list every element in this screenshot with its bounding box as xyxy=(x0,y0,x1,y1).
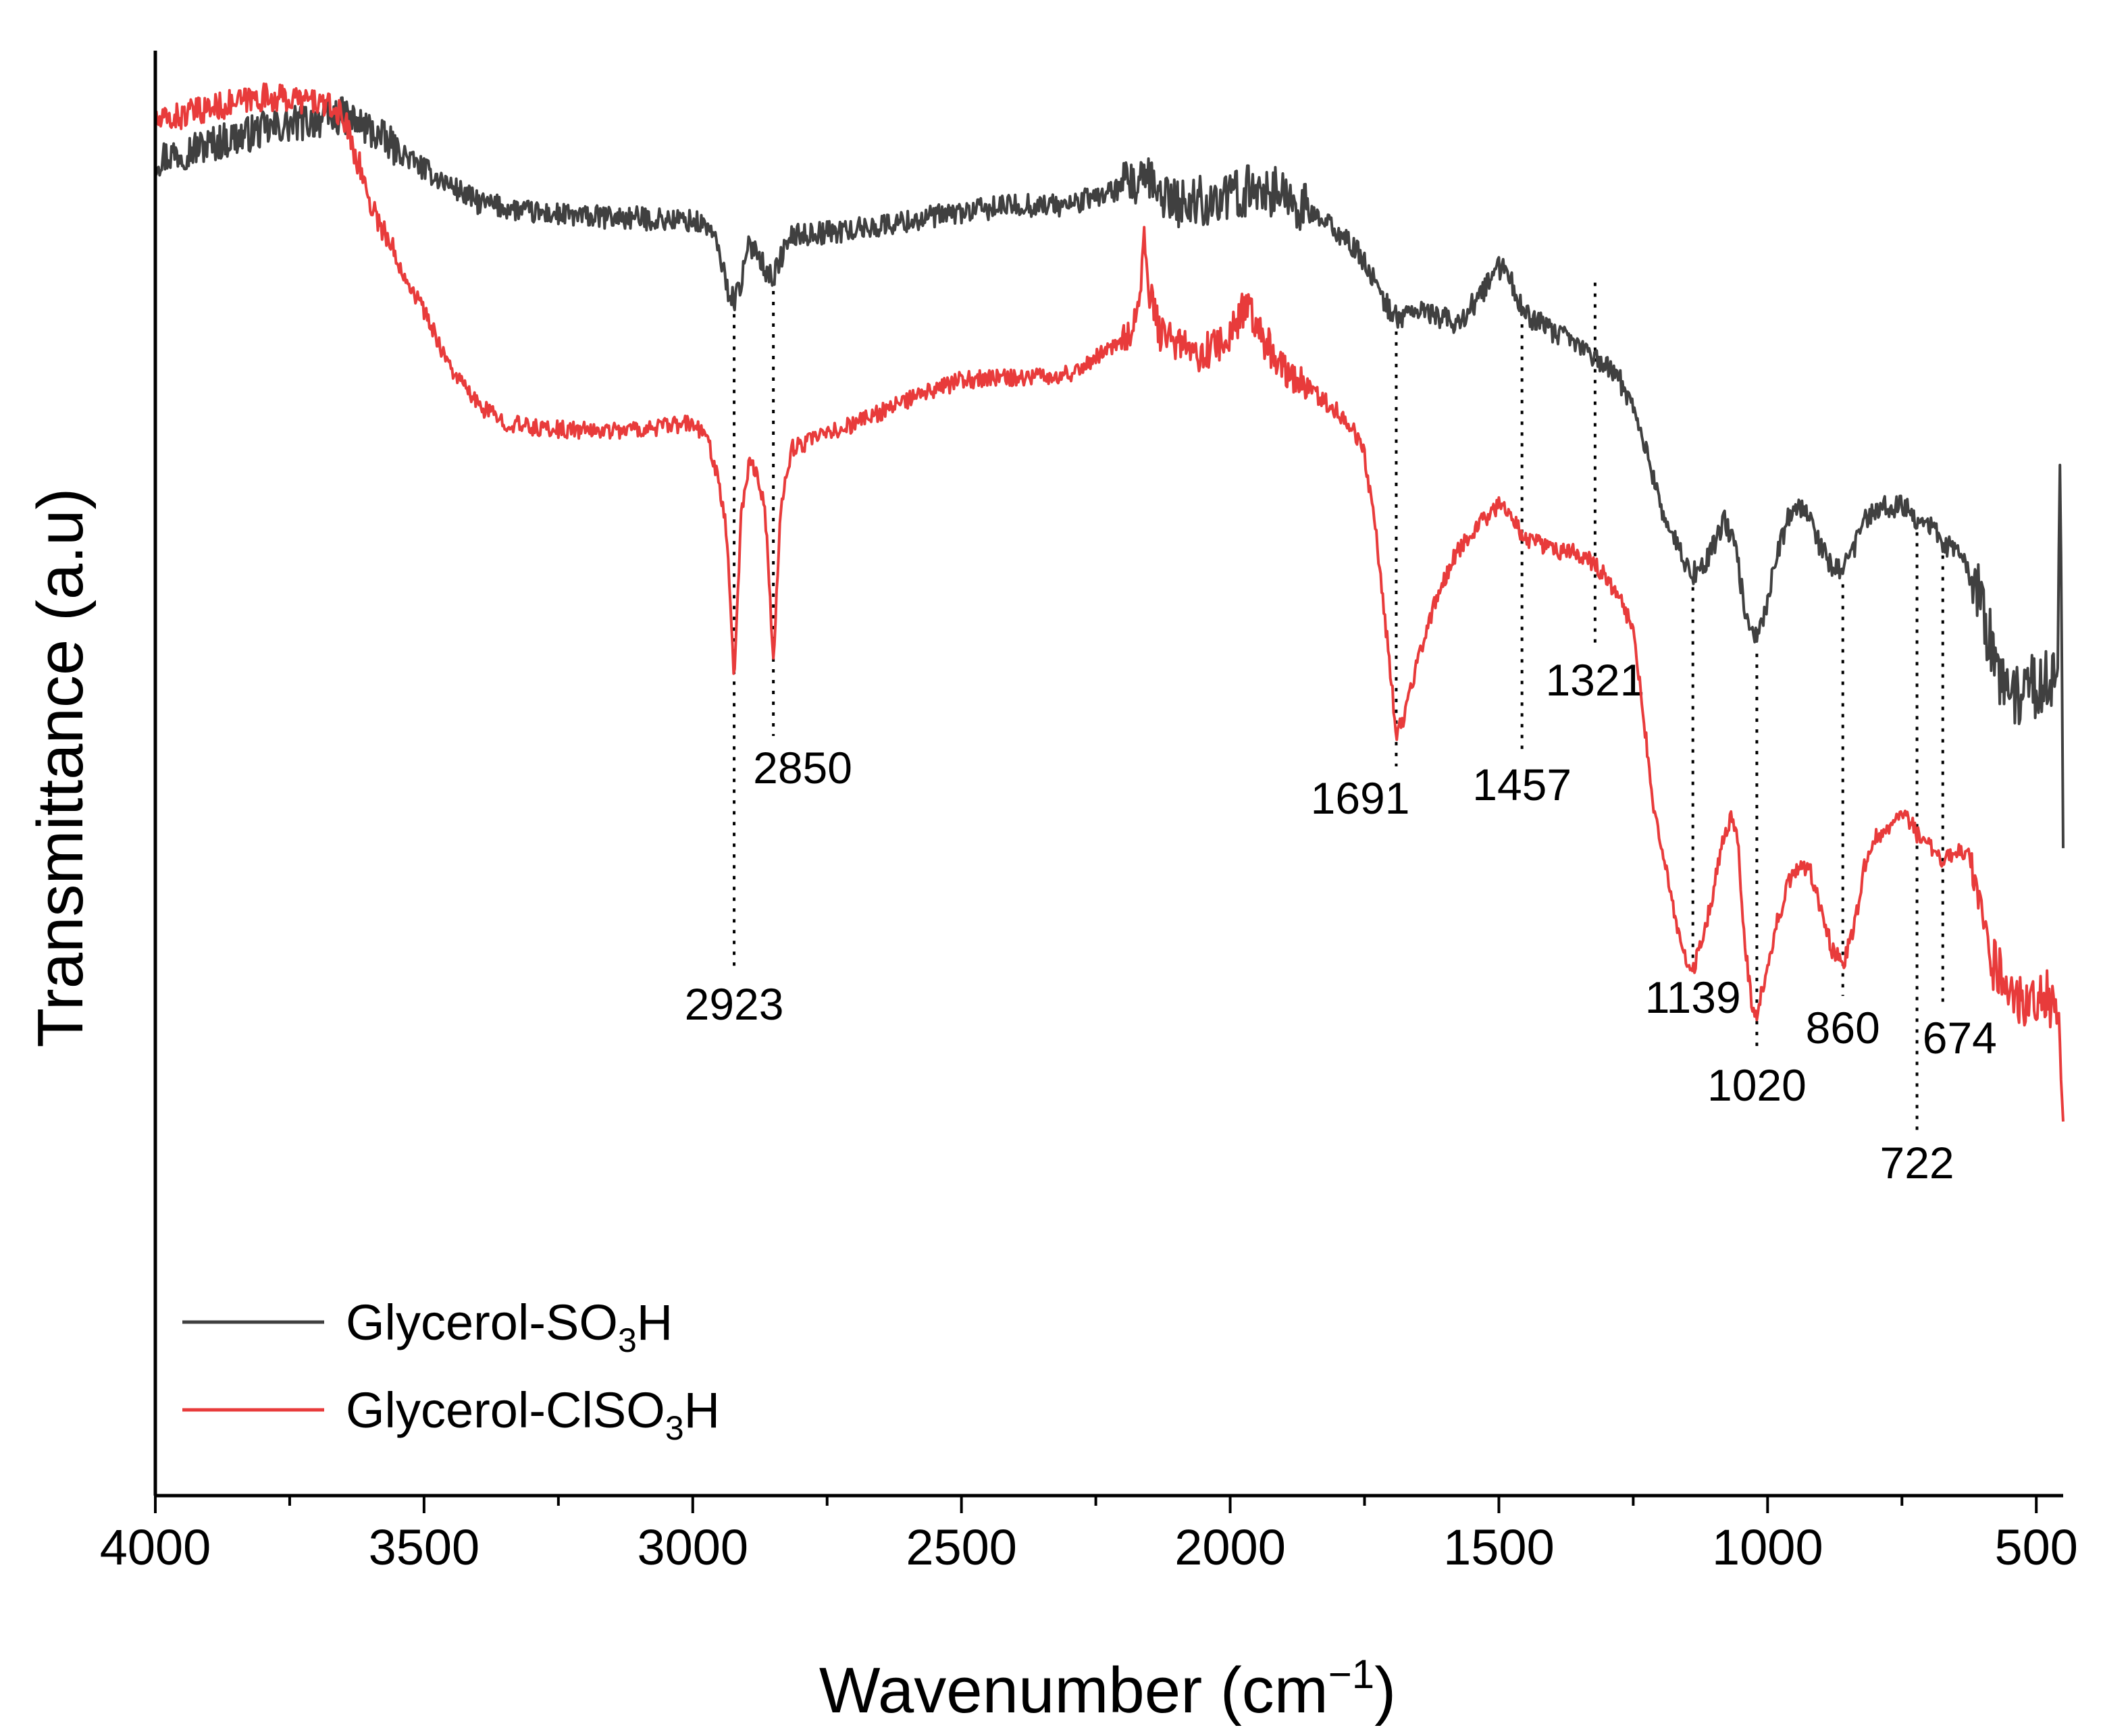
x-tick-label: 500 xyxy=(1994,1519,2077,1575)
legend-label-glycerol-clso3h: Glycerol-ClSO3H xyxy=(346,1382,720,1447)
legend-label-subscript: 3 xyxy=(665,1409,684,1447)
x-tick-label: 2000 xyxy=(1174,1519,1286,1575)
x-tick-label: 1500 xyxy=(1443,1519,1555,1575)
x-axis-title-superscript: −1 xyxy=(1328,1652,1374,1697)
y-axis-title: Transmittance (a.u) xyxy=(24,488,97,1048)
peak-label: 2850 xyxy=(753,743,852,793)
peak-markers: 2923 2850 1691 1457 1321 1139 1020 860 722 674 xyxy=(685,282,1997,1188)
x-tick-label: 3500 xyxy=(369,1519,480,1575)
peak-label: 1691 xyxy=(1311,773,1410,823)
legend-label-main: Glycerol-SO xyxy=(346,1294,618,1350)
x-tick-label: 3000 xyxy=(637,1519,748,1575)
x-axis-title-main: Wavenumber (cm xyxy=(819,1654,1328,1727)
legend-label-tail: H xyxy=(637,1294,673,1350)
legend-label-glycerol-so3h: Glycerol-SO3H xyxy=(346,1294,673,1359)
x-ticks: 4000 3500 3000 2500 2000 1500 1000 500 xyxy=(100,1496,2078,1575)
spectra xyxy=(154,82,2065,1122)
x-axis-title-close: ) xyxy=(1374,1654,1396,1727)
series-line-glycerol-so3h xyxy=(154,96,2065,849)
series-line-glycerol-clso3h xyxy=(154,82,2065,1122)
legend-label-main: Glycerol-ClSO xyxy=(346,1382,665,1438)
peak-label: 1139 xyxy=(1645,972,1741,1022)
peak-label: 674 xyxy=(1923,1013,1997,1063)
x-tick-label: 1000 xyxy=(1712,1519,1823,1575)
peak-label: 2923 xyxy=(685,979,784,1029)
legend-label-subscript: 3 xyxy=(618,1321,637,1359)
legend-label-tail: H xyxy=(684,1382,720,1438)
peak-label: 1321 xyxy=(1545,655,1644,705)
legend: Glycerol-SO3H Glycerol-ClSO3H xyxy=(182,1294,720,1447)
x-axis-title: Wavenumber (cm−1) xyxy=(819,1652,1396,1727)
peak-label: 722 xyxy=(1879,1138,1954,1188)
peak-label: 1457 xyxy=(1472,760,1572,810)
axes xyxy=(153,51,2063,1498)
peak-label: 860 xyxy=(1806,1003,1880,1053)
x-tick-label: 4000 xyxy=(100,1519,211,1575)
x-tick-label: 2500 xyxy=(906,1519,1017,1575)
peak-label: 1020 xyxy=(1707,1060,1807,1110)
